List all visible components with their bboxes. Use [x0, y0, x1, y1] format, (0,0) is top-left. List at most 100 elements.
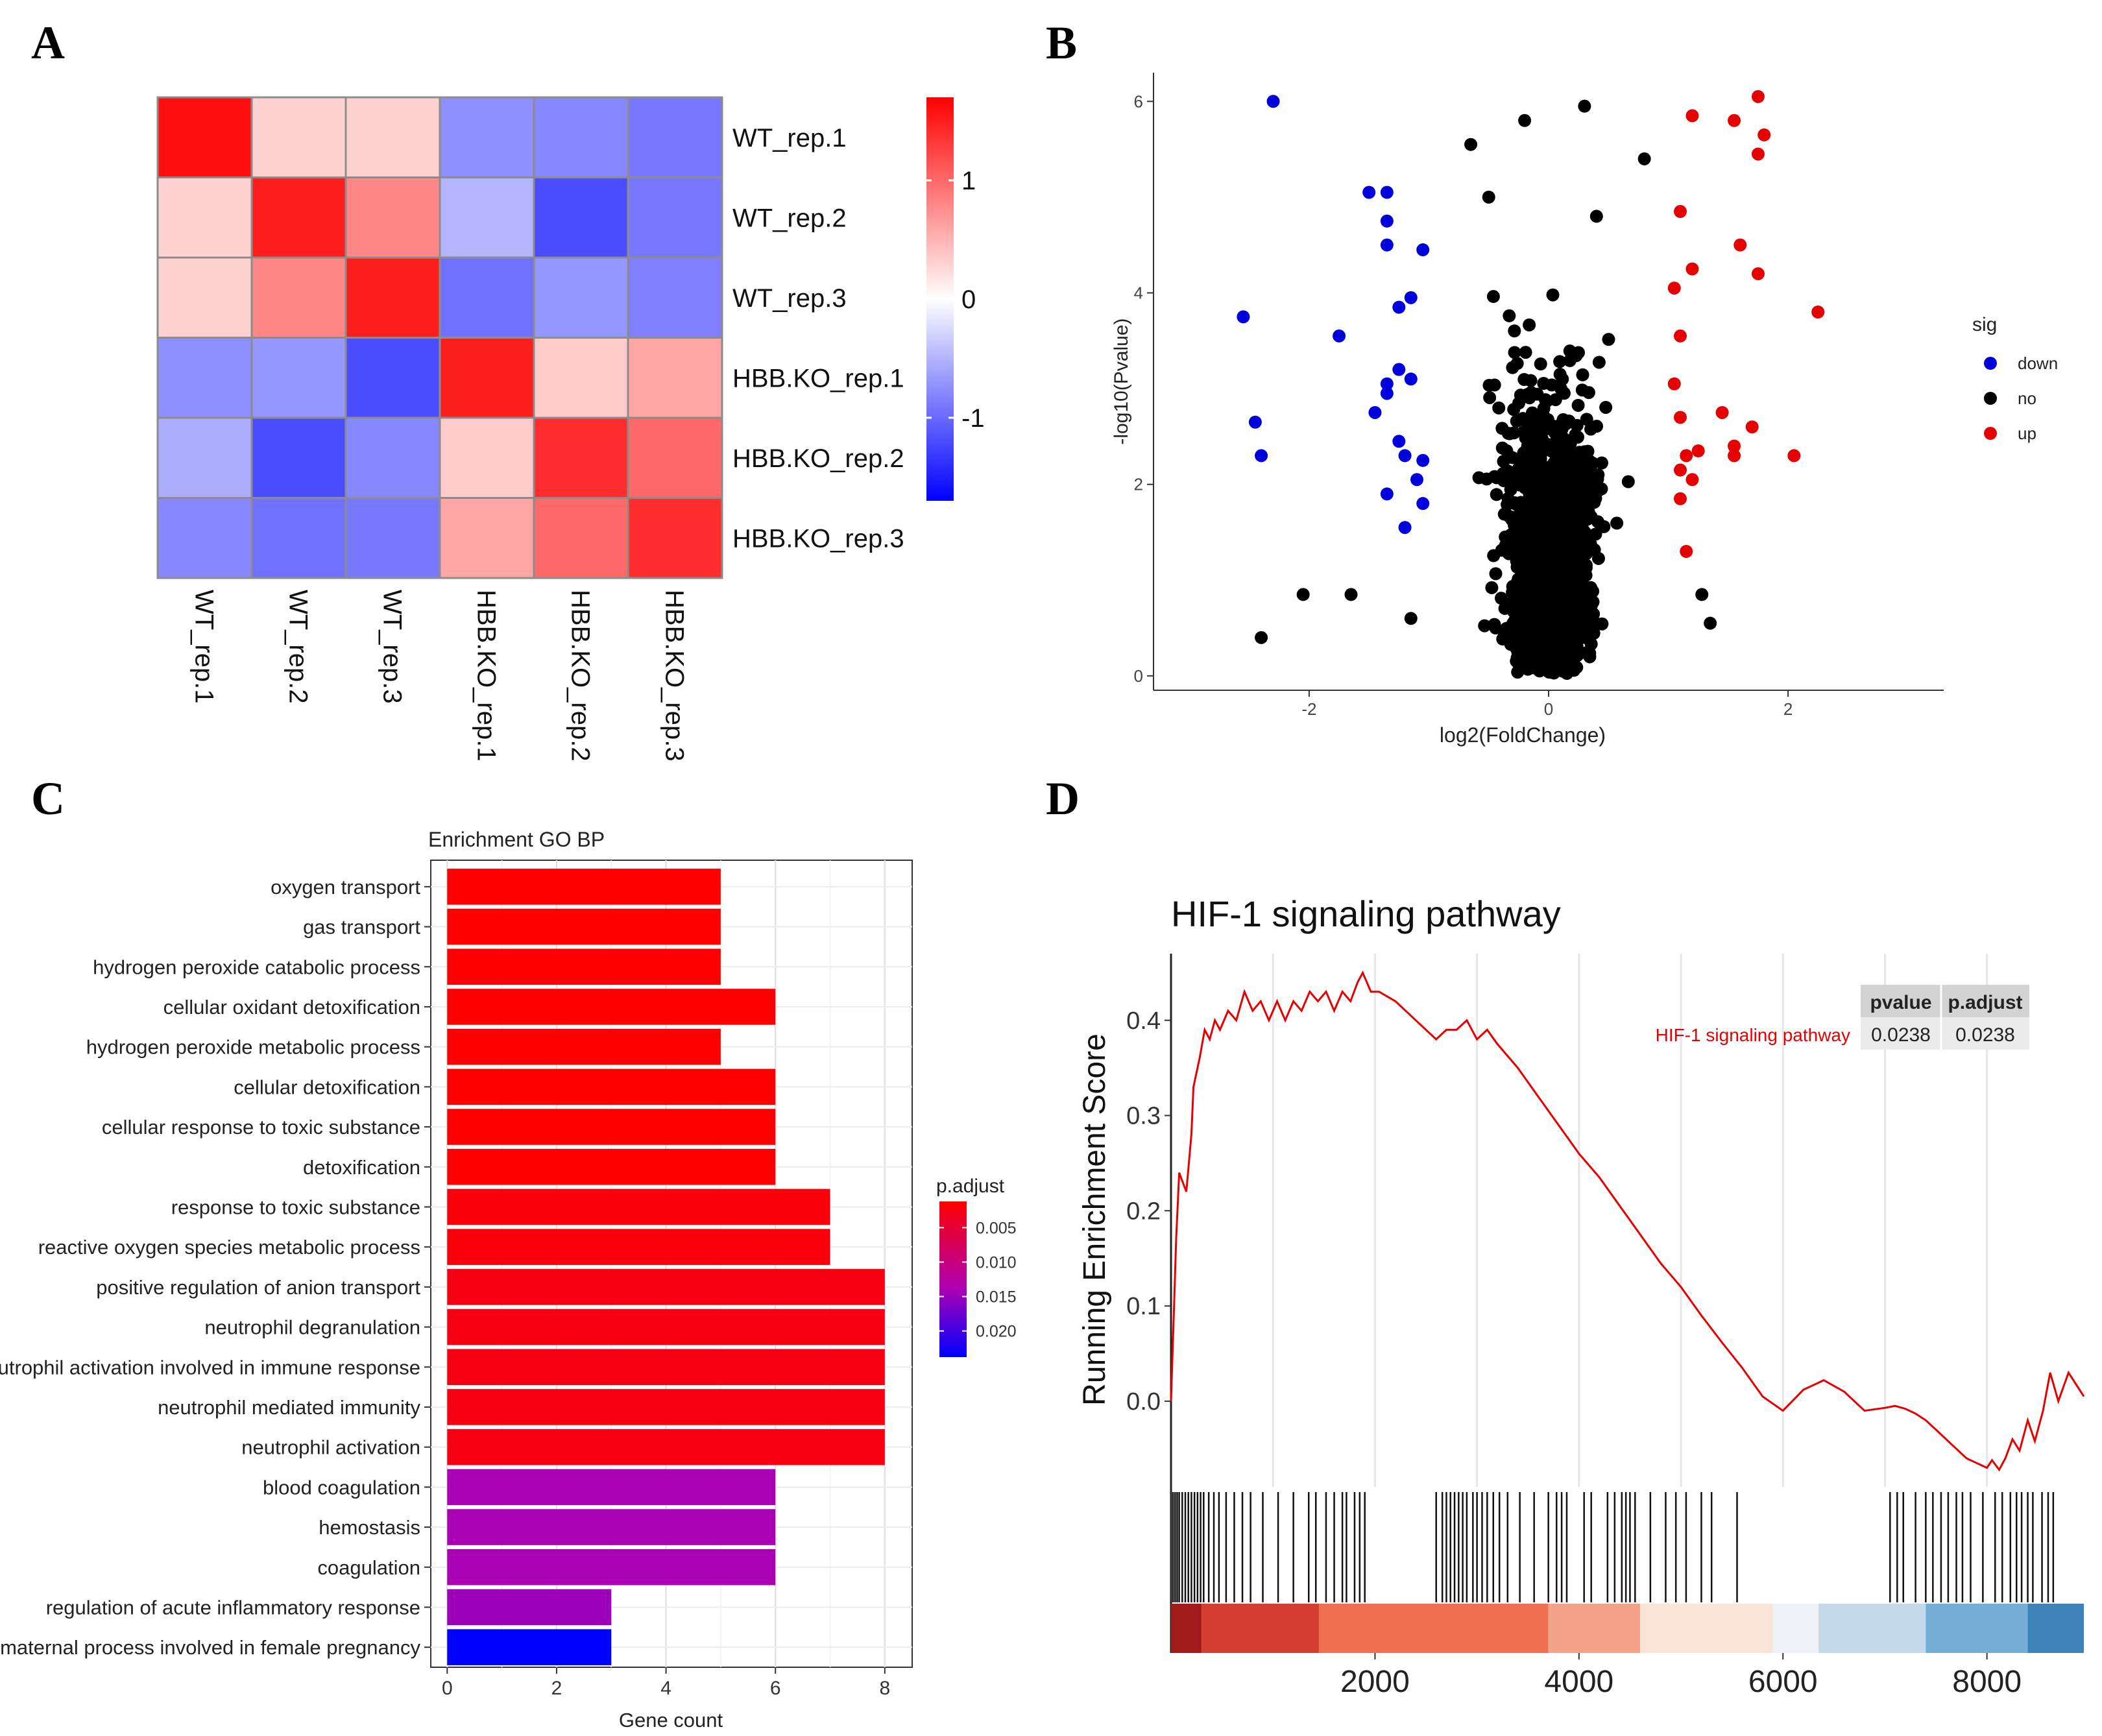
volcano-point-no — [1586, 457, 1600, 470]
volcano-point-no — [1514, 642, 1527, 656]
heatmap-cell — [627, 497, 723, 579]
go-bar — [447, 1429, 885, 1465]
volcano-point-no — [1518, 114, 1532, 127]
volcano-point-no — [1504, 483, 1517, 496]
volcano-y-label: -log10(Pvalue) — [1111, 318, 1132, 444]
heatmap-cell — [439, 256, 535, 339]
gsea-table-value: 0.0238 — [1871, 1024, 1931, 1046]
volcano-point-up — [1691, 444, 1705, 458]
volcano-point-up — [1674, 411, 1687, 424]
gsea-ranking-segment — [1202, 1604, 1319, 1653]
heatmap-cell — [439, 176, 535, 259]
volcano-point-no — [1592, 356, 1606, 369]
volcano-point-up — [1674, 329, 1687, 343]
volcano-point-up — [1728, 114, 1741, 127]
gsea-title: HIF-1 signaling pathway — [1171, 893, 1561, 934]
go-bar — [447, 1349, 885, 1386]
go-x-tick-label: 2 — [551, 1678, 562, 1699]
volcano-point-up — [1787, 449, 1801, 463]
go-bar — [447, 1308, 885, 1345]
gsea-y-tick-label: 0.0 — [1126, 1388, 1161, 1416]
volcano-point-no — [1621, 475, 1635, 488]
go-bar — [447, 1509, 776, 1545]
go-category-label: hemostasis — [319, 1516, 420, 1539]
go-bar — [447, 1068, 776, 1105]
volcano-point-no — [1578, 525, 1591, 539]
go-category-label: blood coagulation — [263, 1476, 420, 1499]
volcano-point-down — [1380, 238, 1394, 252]
volcano-point-no — [1530, 387, 1544, 401]
volcano-point-no — [1510, 581, 1524, 595]
go-category-label: neutrophil activation involved in immune… — [0, 1356, 420, 1379]
volcano-point-up — [1685, 473, 1699, 487]
go-bar — [447, 1389, 885, 1425]
gsea-x-tick-label: 2000 — [1340, 1665, 1410, 1699]
volcano-point-down — [1380, 186, 1394, 199]
volcano-point-no — [1497, 626, 1511, 640]
heatmap-cell — [439, 497, 535, 579]
volcano-point-no — [1514, 413, 1527, 426]
go-category-label: gas transport — [303, 916, 420, 939]
volcano-point-up — [1685, 262, 1699, 276]
heatmap-cell — [344, 337, 441, 419]
go-bar — [447, 1549, 776, 1585]
volcano-point-no — [1553, 355, 1567, 368]
volcano-point-no — [1597, 520, 1611, 533]
volcano-point-no — [1488, 470, 1501, 483]
volcano-point-no — [1571, 472, 1584, 485]
volcano-point-no — [1538, 618, 1551, 631]
volcano-point-no — [1492, 401, 1506, 415]
volcano-point-no — [1510, 357, 1524, 370]
gsea-panel: 0.0 0.1 0.2 0.3 0.4 HIF-1 signaling pathway Ru… — [1078, 893, 2085, 1699]
volcano-point-no — [1478, 619, 1492, 633]
heatmap-cell — [627, 337, 723, 419]
volcano-point-no — [1584, 599, 1598, 613]
volcano-point-no — [1344, 588, 1358, 601]
volcano-point-no — [1558, 448, 1571, 462]
volcano-point-no — [1580, 413, 1593, 426]
volcano-point-no — [1490, 488, 1503, 501]
volcano-legend-swatch — [1984, 392, 1997, 405]
volcano-point-no — [1545, 466, 1558, 479]
go-bar — [447, 1269, 885, 1305]
gsea-y-tick-label: 0.1 — [1126, 1293, 1161, 1320]
panel-label-d: D — [1046, 773, 1080, 825]
volcano-point-down — [1380, 377, 1394, 391]
gsea-ranking-segment — [1772, 1604, 1819, 1653]
volcano-point-up — [1715, 405, 1729, 419]
volcano-x-label: log2(FoldChange) — [1440, 723, 1606, 747]
volcano-point-no — [1554, 424, 1568, 437]
heatmap-cell — [250, 96, 347, 178]
go-bar — [447, 1469, 776, 1506]
volcano-point-no — [1538, 496, 1551, 510]
volcano-point-no — [1510, 613, 1523, 627]
go-bar — [447, 908, 721, 945]
volcano-point-no — [1573, 565, 1586, 579]
volcano-point-no — [1255, 631, 1268, 644]
gsea-x-tick-label: 8000 — [1952, 1665, 2022, 1699]
volcano-point-up — [1674, 463, 1687, 477]
heatmap-cell — [627, 416, 723, 499]
volcano-point-no — [1570, 617, 1584, 631]
volcano-point-no — [1599, 400, 1613, 414]
gsea-ranking-segment — [1548, 1604, 1641, 1653]
volcano-point-up — [1680, 449, 1693, 463]
go-bar — [447, 948, 721, 985]
volcano-point-no — [1602, 333, 1615, 346]
volcano-point-down — [1380, 214, 1394, 228]
volcano-point-down — [1392, 363, 1406, 376]
volcano-point-no — [1547, 563, 1561, 577]
volcano-point-no — [1296, 588, 1310, 601]
volcano-point-no — [1508, 346, 1521, 359]
go-bar — [447, 1028, 721, 1065]
volcano-point-up — [1751, 267, 1765, 280]
volcano-point-no — [1575, 383, 1589, 397]
volcano-point-no — [1541, 629, 1554, 643]
volcano-point-no — [1562, 546, 1576, 560]
go-category-label: reactive oxygen species metabolic proces… — [38, 1236, 420, 1259]
volcano-point-no — [1532, 657, 1546, 670]
heatmap-cell — [250, 256, 347, 339]
volcano-point-no — [1524, 445, 1538, 459]
heatmap-col-label: WT_rep.3 — [378, 590, 407, 704]
volcano-point-down — [1362, 186, 1376, 199]
